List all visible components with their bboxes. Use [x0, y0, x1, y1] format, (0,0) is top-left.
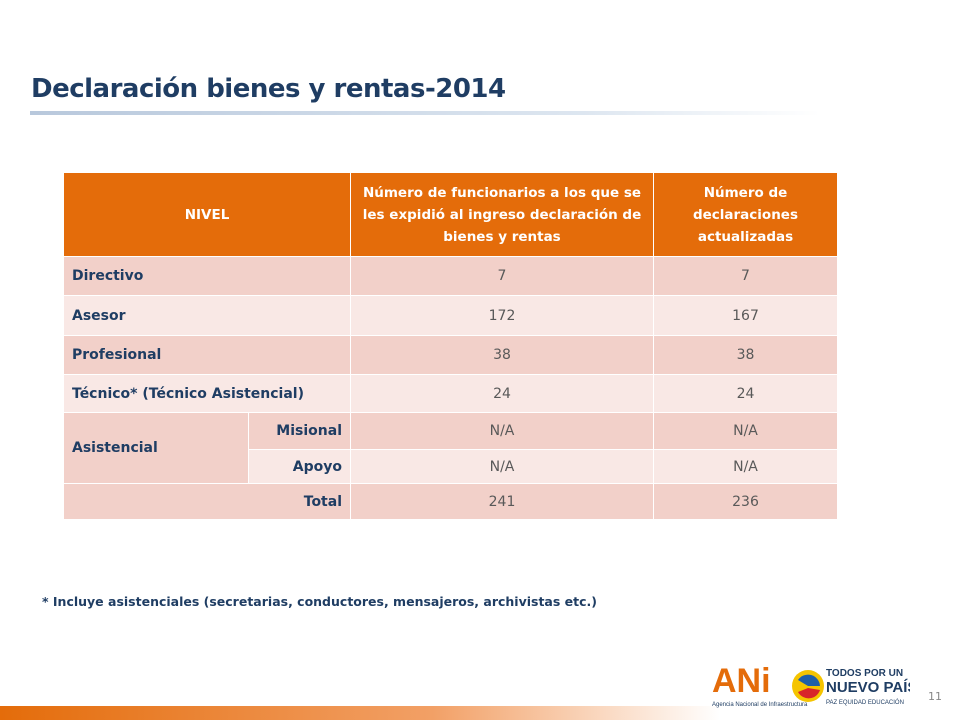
- footnote: * Incluye asistenciales (secretarias, co…: [42, 594, 597, 609]
- title: Declaración bienes y rentas-2014: [31, 74, 506, 104]
- gov-icon-part: [798, 688, 820, 699]
- header-cell: Número de declaraciones actualizadas: [653, 172, 838, 257]
- value-cell: 38: [653, 335, 838, 375]
- value-cell: N/A: [350, 449, 654, 484]
- gov-line1: TODOS POR UN: [826, 668, 903, 679]
- header-cell: NIVEL: [63, 172, 351, 257]
- gov-line3: PAZ EQUIDAD EDUCACIÓN: [826, 699, 904, 706]
- value-cell: 172: [350, 295, 654, 336]
- ani-name: Agencia Nacional de Infraestructura: [712, 702, 808, 708]
- table-row: Profesional 38 38: [63, 335, 838, 375]
- value-cell: N/A: [350, 412, 654, 450]
- value-cell: 167: [653, 295, 838, 336]
- value-cell: N/A: [653, 412, 838, 450]
- header-cell: Número de funcionarios a los que se les …: [350, 172, 654, 257]
- value-cell: 241: [350, 483, 654, 520]
- title-rule: [30, 111, 820, 115]
- value-cell: 24: [350, 374, 654, 413]
- label-cell: Directivo: [63, 256, 351, 296]
- table-row: Asistencial Misional N/A N/A: [63, 412, 838, 484]
- table-row: Asesor 172 167: [63, 295, 838, 336]
- label-cell: Técnico* (Técnico Asistencial): [63, 374, 351, 413]
- label-cell: Total: [63, 483, 351, 520]
- footer-bar: [0, 706, 960, 720]
- label-cell: Profesional: [63, 335, 351, 375]
- table-row: Directivo 7 7: [63, 256, 838, 296]
- label-cell: Misional: [248, 412, 351, 450]
- value-cell: 7: [653, 256, 838, 296]
- table-row: Apoyo N/A N/A: [64, 449, 838, 484]
- value-cell: 38: [350, 335, 654, 375]
- value-cell: 7: [350, 256, 654, 296]
- logos: ANi Agencia Nacional de Infraestructura …: [712, 662, 910, 708]
- value-cell: 236: [653, 483, 838, 520]
- label-cell: Apoyo: [248, 449, 351, 484]
- page-number: 11: [928, 690, 942, 703]
- value-cell: 24: [653, 374, 838, 413]
- ani-logo: ANi: [712, 662, 771, 700]
- gov-icon-part: [798, 674, 820, 686]
- table-row: Total 241 236: [63, 483, 838, 520]
- table: NIVEL Número de funcionarios a los que se…: [63, 172, 838, 520]
- gov-line2: NUEVO PAÍS: [826, 679, 910, 696]
- label-cell: Asistencial: [63, 412, 249, 484]
- value-cell: N/A: [653, 449, 838, 484]
- label-cell: Asesor: [63, 295, 351, 336]
- table-row: Técnico* (Técnico Asistencial) 24 24: [63, 374, 838, 413]
